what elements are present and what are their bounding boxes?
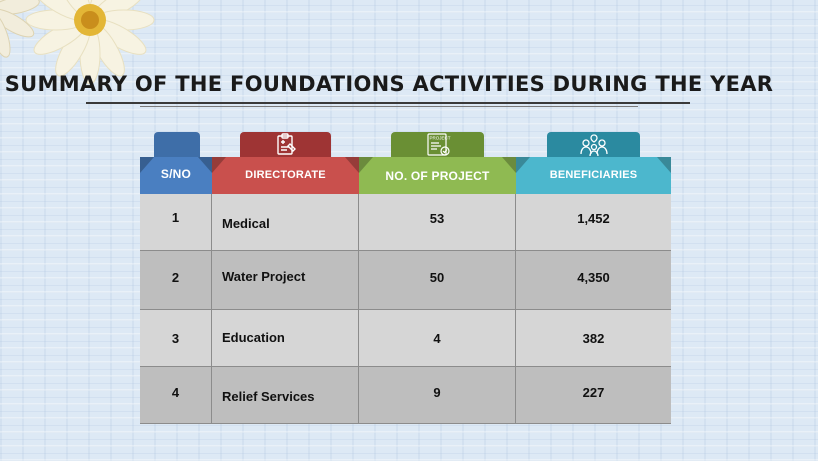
cell-projects: 50	[359, 251, 516, 309]
header-projects-band	[359, 157, 516, 194]
cell-directorate: Medical	[212, 194, 359, 250]
table-row: 3 Education 4 382	[140, 310, 671, 367]
table-row: 4 Relief Services 9 227	[140, 367, 671, 424]
cell-sno: 3	[140, 310, 212, 366]
table-row: 1 Medical 53 1,452	[140, 194, 671, 251]
title-underline-secondary	[140, 106, 638, 107]
table-row: 2 Water Project 50 4,350	[140, 251, 671, 310]
cell-beneficiaries: 4,350	[577, 270, 610, 285]
header-sno: S/NO	[140, 132, 212, 194]
cell-projects: 4	[359, 310, 516, 366]
header-beneficiaries-label: BENEFICIARIES	[549, 169, 638, 181]
header-sno-tab	[154, 132, 200, 158]
header-sno-band	[140, 157, 212, 194]
page-title: SUMMARY OF THE FOUNDATIONS ACTIVITIES DU…	[4, 72, 774, 96]
cell-projects: 9	[359, 367, 516, 423]
cell-directorate: Education	[212, 310, 359, 366]
header-directorate: DIRECTORATE	[212, 132, 359, 194]
summary-table: 1 Medical 53 1,452 2 Water Project 50 4,…	[140, 194, 671, 424]
header-beneficiaries: BENEFICIARIES	[516, 132, 671, 194]
cell-directorate: Relief Services	[212, 367, 359, 423]
title-underline	[86, 102, 690, 104]
header-projects: PROJECT NO. OF PROJECT	[359, 132, 516, 194]
cell-projects: 53	[359, 194, 516, 250]
cell-beneficiaries: 227	[582, 385, 605, 400]
header-directorate-tab	[240, 132, 331, 158]
cell-sno: 2	[140, 251, 212, 309]
header-sno-label: S/NO	[160, 167, 192, 181]
header-directorate-label: DIRECTORATE	[245, 169, 326, 181]
project-icon-text: PROJECT	[429, 136, 450, 141]
cell-beneficiaries: 1,452	[577, 211, 610, 226]
header-projects-label: NO. OF PROJECT	[385, 169, 490, 183]
beneficiaries-people-icon	[579, 134, 608, 157]
cell-sno: 1	[140, 194, 212, 250]
header-beneficiaries-tab	[547, 132, 640, 158]
header-projects-tab: PROJECT	[391, 132, 484, 158]
header-directorate-band	[212, 157, 359, 194]
cell-directorate: Water Project	[212, 251, 359, 309]
medical-clipboard-icon	[276, 133, 296, 155]
header-beneficiaries-band	[516, 157, 671, 194]
cell-sno: 4	[140, 367, 212, 423]
flower-decoration	[0, 0, 155, 85]
cell-beneficiaries: 382	[582, 331, 605, 346]
project-document-icon: PROJECT	[426, 133, 450, 156]
